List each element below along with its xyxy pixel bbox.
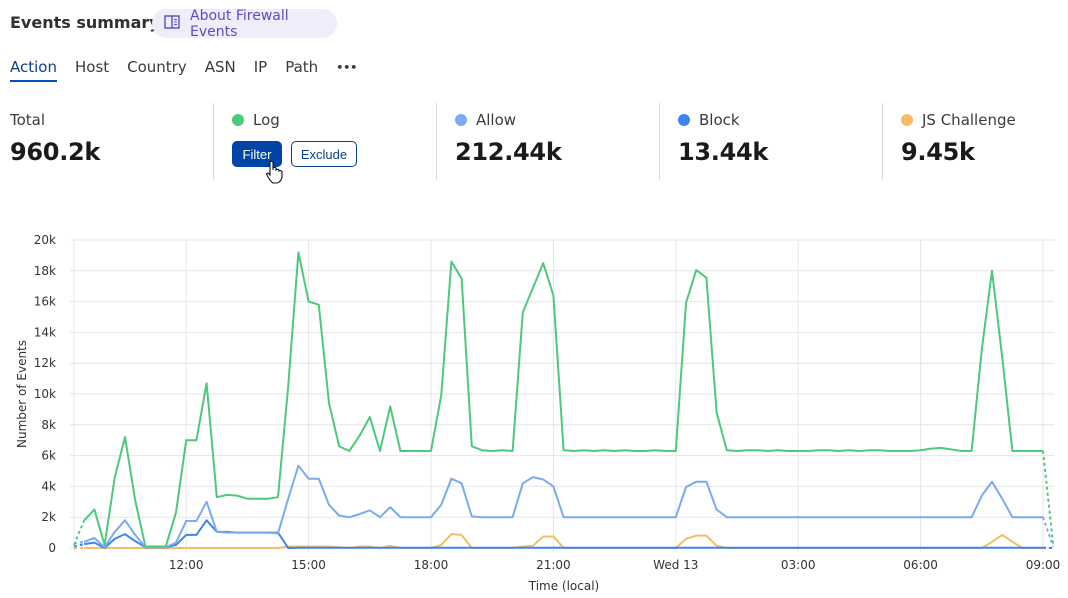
series-block (73, 519, 1054, 549)
exclude-button[interactable]: Exclude (291, 141, 357, 167)
y-tick-label: 18k (34, 264, 56, 278)
stat-block: Block 13.44k (678, 110, 768, 166)
stat-allow: Allow 212.44k (455, 110, 562, 166)
tab-ip[interactable]: IP (253, 58, 268, 76)
stat-total: Total 960.2k (10, 110, 100, 166)
x-tick-label: 21:00 (536, 558, 571, 572)
series-partial-segment (73, 519, 86, 546)
chart-series (73, 251, 1055, 549)
y-axis-label: Number of Events (15, 340, 29, 448)
y-axis-ticks: 0 2k 4k 6k 8k 10k 12k 14k 16k 18k 20k (34, 233, 56, 555)
stat-block-label: Block (699, 111, 740, 129)
allow-color-dot (455, 114, 467, 126)
x-tick-label: 15:00 (291, 558, 326, 572)
divider (882, 103, 883, 180)
stat-block-value: 13.44k (678, 138, 769, 166)
y-tick-label: 10k (34, 387, 56, 401)
tab-host[interactable]: Host (74, 58, 110, 76)
series-allow (73, 464, 1055, 549)
log-color-dot (232, 114, 244, 126)
stat-allow-value: 212.44k (455, 138, 562, 166)
x-tick-label: Wed 13 (653, 558, 698, 572)
series-partial-segment (1042, 516, 1055, 547)
divider (213, 103, 214, 180)
tab-asn[interactable]: ASN (204, 58, 236, 76)
x-tick-label: 09:00 (1026, 558, 1061, 572)
about-link-label: About Firewall Events (190, 7, 289, 40)
filter-button[interactable]: Filter (232, 141, 282, 167)
divider (659, 103, 660, 180)
stat-log-label: Log (253, 111, 280, 129)
series-log (73, 251, 1055, 548)
stat-js-challenge-value: 9.45k (901, 138, 975, 166)
y-tick-label: 16k (34, 295, 56, 309)
y-tick-label: 0 (48, 541, 56, 555)
series-line (84, 533, 1043, 549)
series-line (83, 464, 1043, 549)
y-tick-label: 20k (34, 233, 56, 247)
tab-country[interactable]: Country (127, 58, 187, 76)
dimension-tabs: Action Host Country ASN IP Path ••• (10, 58, 375, 82)
about-firewall-events-link[interactable]: About Firewall Events (152, 7, 337, 40)
series-partial-segment (1042, 450, 1055, 546)
x-tick-label: 06:00 (903, 558, 938, 572)
x-axis-label: Time (local) (528, 579, 600, 593)
block-color-dot (678, 114, 690, 126)
tab-action[interactable]: Action (10, 58, 57, 82)
series-line (83, 251, 1043, 548)
divider (436, 103, 437, 180)
more-tabs-button[interactable]: ••• (336, 61, 358, 74)
js-challenge-color-dot (901, 114, 913, 126)
y-tick-label: 4k (41, 479, 56, 493)
tab-path[interactable]: Path (285, 58, 319, 76)
y-tick-label: 8k (41, 418, 56, 432)
y-tick-label: 2k (41, 510, 56, 524)
page-title: Events summary (10, 13, 160, 32)
x-tick-label: 12:00 (169, 558, 204, 572)
series-partial-segment (73, 543, 85, 548)
stat-allow-label: Allow (476, 111, 517, 129)
book-icon (164, 14, 180, 33)
x-tick-label: 03:00 (781, 558, 816, 572)
stat-log: Log (232, 110, 280, 130)
x-tick-label: 18:00 (414, 558, 449, 572)
y-tick-label: 14k (34, 325, 56, 339)
stat-total-value: 960.2k (10, 138, 101, 166)
series-js-challenge (74, 533, 1054, 549)
y-tick-label: 6k (41, 449, 56, 463)
stat-total-label: Total (10, 111, 46, 129)
hand-cursor-icon (265, 160, 283, 188)
stat-js-challenge-label: JS Challenge (922, 111, 1016, 129)
x-axis-ticks: 12:00 15:00 18:00 21:00 Wed 13 03:00 06:00 09:0… (169, 558, 1060, 572)
y-tick-label: 12k (34, 356, 56, 370)
stat-js-challenge: JS Challenge 9.45k (901, 110, 1016, 166)
chart-grid (70, 239, 1054, 552)
series-line (84, 519, 1043, 549)
